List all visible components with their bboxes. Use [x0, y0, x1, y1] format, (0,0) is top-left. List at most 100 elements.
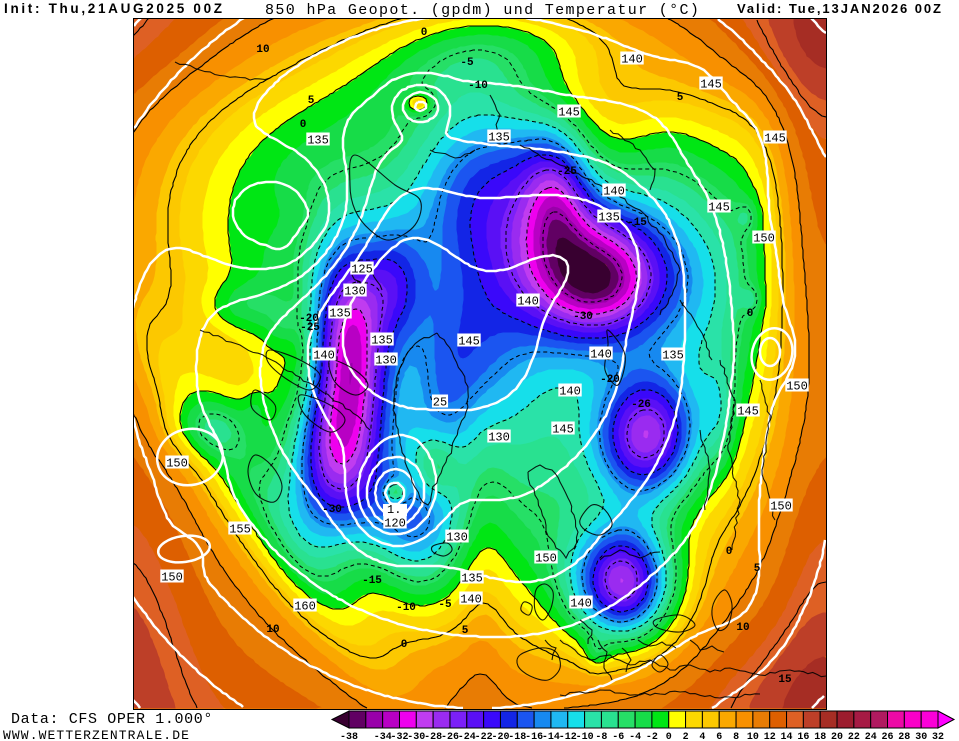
- svg-text:30: 30: [915, 732, 927, 741]
- svg-text:-14: -14: [542, 732, 560, 741]
- svg-text:-30: -30: [573, 311, 593, 323]
- svg-text:-2: -2: [646, 732, 658, 741]
- svg-text:145: 145: [737, 405, 759, 419]
- svg-text:130: 130: [446, 531, 468, 545]
- svg-text:145: 145: [558, 106, 580, 120]
- svg-text:-6: -6: [612, 732, 624, 741]
- svg-text:-25: -25: [300, 322, 320, 334]
- svg-text:-20: -20: [299, 313, 319, 325]
- svg-text:-18: -18: [508, 732, 526, 741]
- svg-text:0: 0: [401, 639, 408, 651]
- svg-text:-10: -10: [468, 80, 488, 92]
- svg-text:150: 150: [535, 552, 557, 566]
- svg-text:140: 140: [313, 349, 335, 363]
- svg-text:-8: -8: [595, 732, 607, 741]
- svg-text:6: 6: [716, 732, 722, 741]
- svg-text:-30: -30: [322, 504, 342, 516]
- svg-text:5: 5: [462, 625, 469, 637]
- svg-text:25: 25: [433, 396, 447, 410]
- svg-text:-4: -4: [629, 732, 641, 741]
- svg-text:0: 0: [666, 732, 672, 741]
- svg-text:-38: -38: [340, 732, 358, 741]
- svg-text:16: 16: [797, 732, 809, 741]
- svg-text:150: 150: [161, 571, 183, 585]
- svg-text:145: 145: [764, 132, 786, 146]
- svg-text:135: 135: [488, 131, 510, 145]
- svg-text:160: 160: [294, 600, 316, 614]
- svg-text:-26: -26: [631, 399, 651, 411]
- svg-text:8: 8: [733, 732, 739, 741]
- svg-text:120: 120: [384, 517, 406, 531]
- svg-text:32: 32: [932, 732, 944, 741]
- svg-text:150: 150: [753, 232, 775, 246]
- svg-text:-10: -10: [396, 602, 416, 614]
- svg-text:-20: -20: [491, 732, 509, 741]
- svg-text:135: 135: [598, 211, 620, 225]
- svg-text:150: 150: [166, 457, 188, 471]
- svg-text:150: 150: [770, 500, 792, 514]
- svg-text:Data: CFS OPER 1.000°: Data: CFS OPER 1.000°: [11, 711, 213, 728]
- svg-text:140: 140: [590, 348, 612, 362]
- svg-text:125: 125: [351, 263, 373, 277]
- svg-text:0: 0: [747, 308, 754, 320]
- svg-text:28: 28: [898, 732, 910, 741]
- svg-text:140: 140: [621, 53, 643, 67]
- svg-text:-24: -24: [458, 732, 476, 741]
- svg-text:135: 135: [371, 334, 393, 348]
- svg-text:135: 135: [307, 134, 329, 148]
- svg-text:140: 140: [517, 295, 539, 309]
- svg-text:1.: 1.: [387, 503, 401, 517]
- svg-text:10: 10: [256, 44, 269, 56]
- svg-text:130: 130: [375, 354, 397, 368]
- svg-text:10: 10: [747, 732, 759, 741]
- svg-text:-34: -34: [374, 732, 392, 741]
- svg-text:-32: -32: [390, 732, 408, 741]
- svg-text:-26: -26: [441, 732, 459, 741]
- svg-text:24: 24: [865, 732, 877, 741]
- svg-text:-25: -25: [557, 166, 577, 178]
- svg-text:130: 130: [344, 285, 366, 299]
- svg-text:140: 140: [603, 185, 625, 199]
- svg-text:-5: -5: [460, 57, 474, 69]
- svg-text:140: 140: [570, 597, 592, 611]
- svg-text:22: 22: [848, 732, 860, 741]
- svg-text:850 hPa Geopot. (gpdm) und Tem: 850 hPa Geopot. (gpdm) und Temperatur (°…: [265, 2, 700, 19]
- svg-text:WWW.WETTERZENTRALE.DE: WWW.WETTERZENTRALE.DE: [3, 728, 190, 741]
- svg-text:Init: Thu,21AUG2025 00Z: Init: Thu,21AUG2025 00Z: [4, 1, 222, 16]
- svg-text:0: 0: [300, 119, 307, 131]
- svg-text:4: 4: [699, 732, 705, 741]
- svg-text:0: 0: [421, 27, 428, 39]
- svg-text:135: 135: [461, 572, 483, 586]
- svg-text:145: 145: [458, 335, 480, 349]
- svg-text:135: 135: [662, 349, 684, 363]
- svg-text:-10: -10: [576, 732, 594, 741]
- svg-text:130: 130: [488, 431, 510, 445]
- svg-text:15: 15: [778, 674, 792, 686]
- svg-text:155: 155: [229, 523, 251, 537]
- svg-text:10: 10: [266, 624, 279, 636]
- svg-text:-12: -12: [559, 732, 577, 741]
- svg-text:-16: -16: [525, 732, 543, 741]
- svg-text:-22: -22: [475, 732, 493, 741]
- svg-text:-20: -20: [600, 374, 620, 386]
- svg-text:20: 20: [831, 732, 843, 741]
- svg-text:12: 12: [764, 732, 776, 741]
- svg-text:150: 150: [786, 380, 808, 394]
- svg-text:18: 18: [814, 732, 826, 741]
- svg-text:145: 145: [700, 78, 722, 92]
- svg-text:145: 145: [552, 423, 574, 437]
- svg-text:10: 10: [736, 622, 749, 634]
- svg-text:-15: -15: [362, 575, 382, 587]
- svg-text:2: 2: [683, 732, 689, 741]
- svg-text:-5: -5: [438, 599, 452, 611]
- svg-text:140: 140: [559, 385, 581, 399]
- svg-text:5: 5: [308, 95, 315, 107]
- svg-text:0: 0: [726, 546, 733, 558]
- svg-text:5: 5: [677, 92, 684, 104]
- svg-text:-15: -15: [627, 217, 647, 229]
- svg-text:5: 5: [754, 563, 761, 575]
- svg-text:145: 145: [708, 201, 730, 215]
- svg-text:135: 135: [329, 307, 351, 321]
- svg-text:-30: -30: [407, 732, 425, 741]
- svg-text:26: 26: [881, 732, 893, 741]
